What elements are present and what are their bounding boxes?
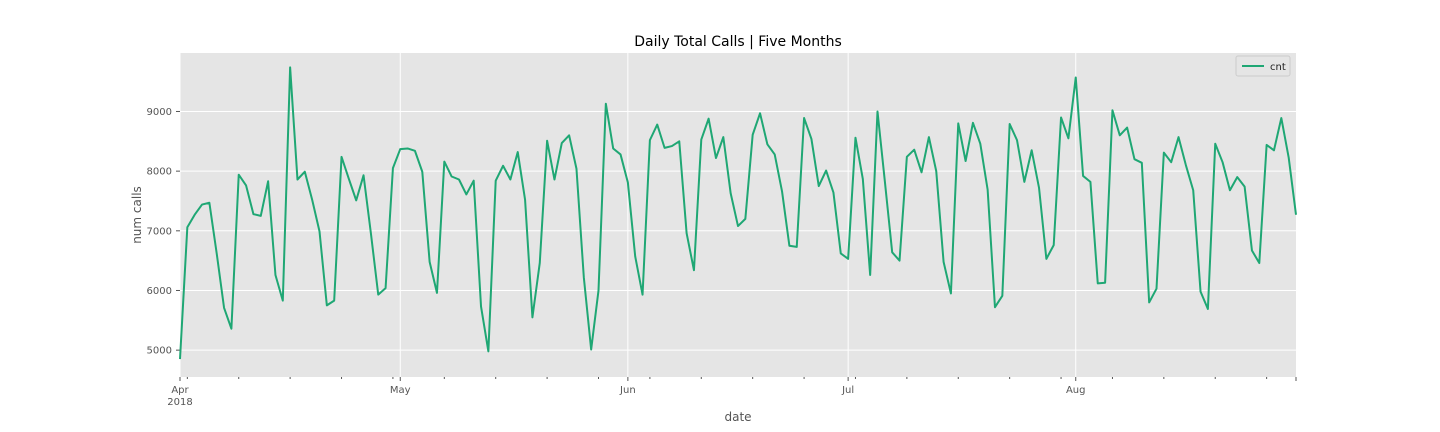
grid-lines [179, 53, 1296, 377]
x-tick-sublabel: 2018 [167, 397, 192, 408]
x-tick-label: May [390, 385, 411, 396]
legend-label-cnt: cnt [1270, 62, 1286, 73]
x-tick-label: Aug [1066, 385, 1086, 396]
series-line-cnt [179, 66, 1297, 360]
x-tick-label: Jun [619, 385, 636, 396]
x-tick-label: Apr [171, 385, 189, 396]
x-axis-label: date [724, 410, 751, 424]
chart-title: Daily Total Calls | Five Months [634, 34, 842, 50]
y-tick-label: 8000 [147, 167, 172, 178]
y-tick-label: 7000 [147, 226, 172, 237]
legend: cnt [1235, 55, 1291, 77]
series-layer [179, 66, 1297, 360]
y-axis-label: num calls [130, 186, 144, 244]
y-tick-label: 6000 [147, 286, 172, 297]
y-tick-label: 9000 [147, 107, 172, 118]
x-tick-label: Jul [841, 385, 854, 396]
plot-area [180, 53, 1296, 377]
y-tick-label: 5000 [147, 346, 172, 357]
